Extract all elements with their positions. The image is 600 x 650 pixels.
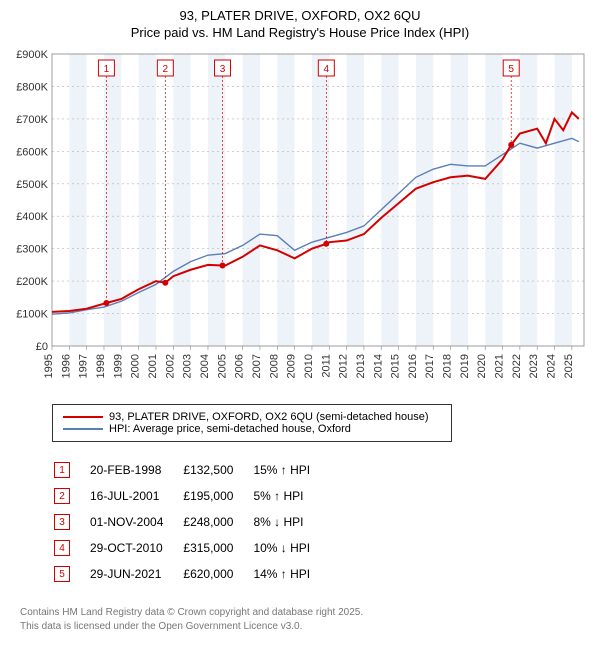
- svg-text:£700K: £700K: [16, 114, 48, 126]
- svg-text:2010: 2010: [303, 354, 315, 378]
- svg-text:£400K: £400K: [16, 211, 48, 223]
- svg-text:£500K: £500K: [16, 179, 48, 191]
- svg-text:2002: 2002: [164, 354, 176, 378]
- svg-text:1996: 1996: [60, 354, 72, 378]
- svg-text:1995: 1995: [43, 354, 55, 378]
- svg-text:1997: 1997: [78, 354, 90, 378]
- legend: 93, PLATER DRIVE, OXFORD, OX2 6QU (semi-…: [52, 404, 452, 442]
- svg-text:2000: 2000: [130, 354, 142, 378]
- svg-text:£600K: £600K: [16, 146, 48, 158]
- svg-text:5: 5: [508, 64, 514, 75]
- event-price: £315,000: [183, 536, 251, 560]
- svg-text:2012: 2012: [338, 354, 350, 378]
- event-price: £195,000: [183, 484, 251, 508]
- svg-text:3: 3: [220, 64, 226, 75]
- event-row: 4 29-OCT-2010£315,00010% ↓ HPI: [54, 536, 328, 560]
- event-date: 29-JUN-2021: [90, 562, 181, 586]
- event-pct: 5% ↑ HPI: [253, 484, 328, 508]
- svg-text:2025: 2025: [563, 354, 575, 378]
- event-price: £132,500: [183, 458, 251, 482]
- svg-text:2: 2: [163, 64, 169, 75]
- svg-text:2003: 2003: [182, 354, 194, 378]
- event-pct: 15% ↑ HPI: [253, 458, 328, 482]
- legend-label-red: 93, PLATER DRIVE, OXFORD, OX2 6QU (semi-…: [109, 411, 429, 423]
- svg-text:2014: 2014: [372, 354, 384, 378]
- event-row: 2 16-JUL-2001£195,0005% ↑ HPI: [54, 484, 328, 508]
- svg-text:£200K: £200K: [16, 276, 48, 288]
- event-row: 3 01-NOV-2004£248,0008% ↓ HPI: [54, 510, 328, 534]
- svg-text:2007: 2007: [251, 354, 263, 378]
- event-row: 5 29-JUN-2021£620,00014% ↑ HPI: [54, 562, 328, 586]
- event-marker: 2: [54, 488, 70, 504]
- svg-text:2015: 2015: [390, 354, 402, 378]
- svg-text:1: 1: [104, 64, 110, 75]
- svg-text:2021: 2021: [494, 354, 506, 378]
- event-date: 16-JUL-2001: [90, 484, 181, 508]
- event-pct: 8% ↓ HPI: [253, 510, 328, 534]
- svg-text:£300K: £300K: [16, 244, 48, 256]
- svg-text:2006: 2006: [234, 354, 246, 378]
- svg-text:2018: 2018: [442, 354, 454, 378]
- footer-line1: Contains HM Land Registry data © Crown c…: [20, 606, 590, 620]
- svg-text:2024: 2024: [546, 354, 558, 378]
- event-date: 20-FEB-1998: [90, 458, 181, 482]
- event-price: £620,000: [183, 562, 251, 586]
- svg-text:2017: 2017: [424, 354, 436, 378]
- page-subtitle: Price paid vs. HM Land Registry's House …: [10, 25, 590, 40]
- svg-text:1998: 1998: [95, 354, 107, 378]
- svg-text:£800K: £800K: [16, 81, 48, 93]
- event-pct: 10% ↓ HPI: [253, 536, 328, 560]
- svg-text:£900K: £900K: [16, 49, 48, 61]
- event-date: 01-NOV-2004: [90, 510, 181, 534]
- svg-text:£100K: £100K: [16, 309, 48, 321]
- event-marker: 4: [54, 540, 70, 556]
- svg-text:2005: 2005: [216, 354, 228, 378]
- svg-text:2004: 2004: [199, 354, 211, 378]
- event-date: 29-OCT-2010: [90, 536, 181, 560]
- legend-row-blue: HPI: Average price, semi-detached house,…: [63, 423, 441, 435]
- event-marker: 1: [54, 462, 70, 478]
- svg-text:2016: 2016: [407, 354, 419, 378]
- svg-text:2009: 2009: [286, 354, 298, 378]
- svg-text:2019: 2019: [459, 354, 471, 378]
- svg-text:2022: 2022: [511, 354, 523, 378]
- svg-text:4: 4: [324, 64, 330, 75]
- svg-text:2008: 2008: [268, 354, 280, 378]
- svg-text:2020: 2020: [476, 354, 488, 378]
- footer-line2: This data is licensed under the Open Gov…: [20, 620, 590, 634]
- svg-text:2001: 2001: [147, 354, 159, 378]
- event-pct: 14% ↑ HPI: [253, 562, 328, 586]
- footer: Contains HM Land Registry data © Crown c…: [20, 606, 590, 634]
- svg-text:2013: 2013: [355, 354, 367, 378]
- legend-swatch-blue: [63, 428, 103, 430]
- svg-text:1999: 1999: [112, 354, 124, 378]
- legend-swatch-red: [63, 416, 103, 419]
- svg-text:£0: £0: [36, 341, 48, 353]
- event-marker: 3: [54, 514, 70, 530]
- event-price: £248,000: [183, 510, 251, 534]
- price-chart: £0 £100K £200K £300K £400K £500K £600K £700K £80…: [10, 48, 590, 398]
- event-row: 1 20-FEB-1998£132,50015% ↑ HPI: [54, 458, 328, 482]
- page-title: 93, PLATER DRIVE, OXFORD, OX2 6QU: [10, 8, 590, 23]
- legend-label-blue: HPI: Average price, semi-detached house,…: [109, 423, 351, 435]
- svg-text:2011: 2011: [320, 354, 332, 378]
- svg-text:2023: 2023: [528, 354, 540, 378]
- events-table: 1 20-FEB-1998£132,50015% ↑ HPI 2 16-JUL-200…: [52, 456, 330, 588]
- legend-row-red: 93, PLATER DRIVE, OXFORD, OX2 6QU (semi-…: [63, 411, 441, 423]
- event-marker: 5: [54, 566, 70, 582]
